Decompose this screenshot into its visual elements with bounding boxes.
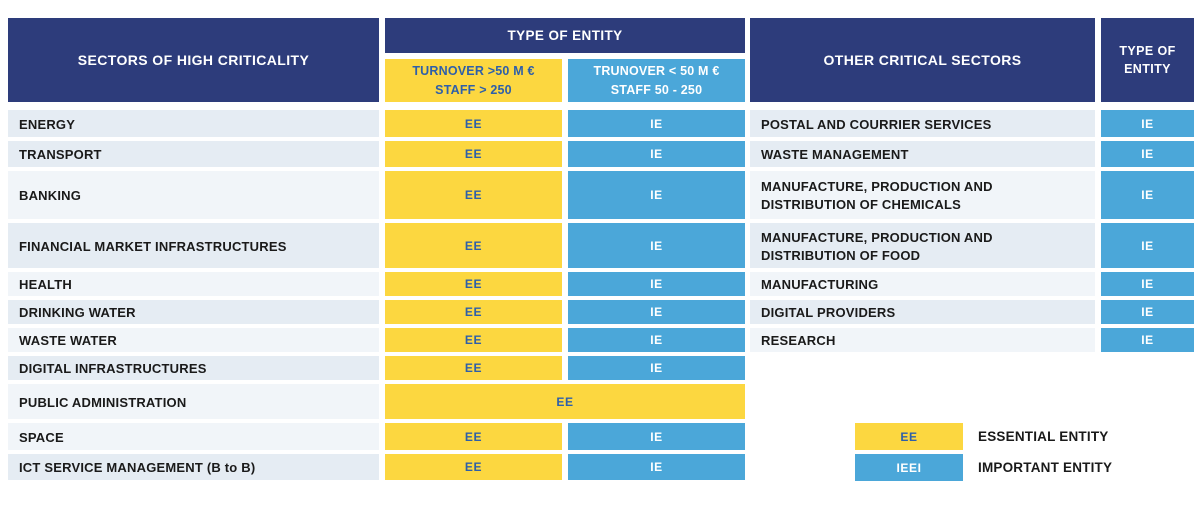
legend-swatch: EE xyxy=(855,423,963,450)
table-row: POSTAL AND COURRIER SERVICES IE xyxy=(750,110,1194,137)
entity-tag: IE xyxy=(568,300,745,324)
entity-tag: EE xyxy=(385,454,562,480)
legend-swatch: IEEI xyxy=(855,454,963,481)
sector-cell: WASTE MANAGEMENT xyxy=(750,141,1095,167)
entity-tag: IE xyxy=(568,356,745,380)
essential-column-line1: TURNOVER >50 M € xyxy=(412,64,535,79)
entity-tag: EE xyxy=(385,423,562,450)
right-table-rows: POSTAL AND COURRIER SERVICES IE WASTE MANA… xyxy=(750,110,1194,352)
right-table-header: OTHER CRITICAL SECTORS TYPE OF ENTITY xyxy=(750,18,1194,102)
right-type-of-entity-line2: ENTITY xyxy=(1124,62,1171,76)
entity-tag: IE xyxy=(568,110,745,137)
sector-cell: POSTAL AND COURRIER SERVICES xyxy=(750,110,1095,137)
entity-tag: IE xyxy=(568,141,745,167)
legend-label: ESSENTIAL ENTITY xyxy=(978,429,1109,444)
entity-tag: EE xyxy=(385,141,562,167)
table-row: DRINKING WATER EE IE xyxy=(8,300,745,324)
table-row: MANUFACTURE, PRODUCTION AND DISTRIBUTION… xyxy=(750,171,1194,219)
high-criticality-table: SECTORS OF HIGH CRITICALITY TYPE OF ENTI… xyxy=(8,18,745,484)
entity-tag: IE xyxy=(568,423,745,450)
sector-cell: DIGITAL INFRASTRUCTURES xyxy=(8,356,379,380)
entity-tag: IE xyxy=(1101,272,1194,296)
entity-tag: IE xyxy=(1101,300,1194,324)
sector-cell: MANUFACTURING xyxy=(750,272,1095,296)
essential-column-header: TURNOVER >50 M € STAFF > 250 xyxy=(385,59,562,102)
table-row: FINANCIAL MARKET INFRASTRUCTURES EE IE xyxy=(8,223,745,268)
sector-cell: SPACE xyxy=(8,423,379,450)
entity-tag: EE xyxy=(385,384,745,419)
right-type-of-entity-header: TYPE OF ENTITY xyxy=(1101,18,1194,102)
legend-label: IMPORTANT ENTITY xyxy=(978,460,1113,475)
sector-cell: HEALTH xyxy=(8,272,379,296)
sector-cell: ICT SERVICE MANAGEMENT (B to B) xyxy=(8,454,379,480)
entity-tag: IE xyxy=(1101,171,1194,219)
legend: EE ESSENTIAL ENTITY IEEI IMPORTANT ENTITY xyxy=(855,423,1112,485)
table-row: PUBLIC ADMINISTRATION EE xyxy=(8,384,745,419)
sector-cell: FINANCIAL MARKET INFRASTRUCTURES xyxy=(8,223,379,268)
table-row: TRANSPORT EE IE xyxy=(8,141,745,167)
important-column-line2: STAFF 50 - 250 xyxy=(610,82,703,97)
type-of-entity-header: TYPE OF ENTITY xyxy=(385,18,745,53)
table-row: SPACE EE IE xyxy=(8,423,745,450)
entity-tag: EE xyxy=(385,328,562,352)
entity-tag: IE xyxy=(568,328,745,352)
entity-tag: EE xyxy=(385,223,562,268)
entity-tag: EE xyxy=(385,272,562,296)
sector-cell: RESEARCH xyxy=(750,328,1095,352)
entity-tag: IE xyxy=(568,454,745,480)
sectors-of-high-criticality-header: SECTORS OF HIGH CRITICALITY xyxy=(8,18,379,102)
table-row: ICT SERVICE MANAGEMENT (B to B) EE IE xyxy=(8,454,745,480)
table-row: MANUFACTURE, PRODUCTION AND DISTRIBUTION… xyxy=(750,223,1194,268)
table-row: WASTE MANAGEMENT IE xyxy=(750,141,1194,167)
right-type-of-entity-line1: TYPE OF xyxy=(1119,43,1176,58)
sector-cell: BANKING xyxy=(8,171,379,219)
left-table-header: SECTORS OF HIGH CRITICALITY TYPE OF ENTI… xyxy=(8,18,745,102)
table-row: MANUFACTURING IE xyxy=(750,272,1194,296)
sector-cell: DRINKING WATER xyxy=(8,300,379,324)
important-column-header: TRUNOVER < 50 M € STAFF 50 - 250 xyxy=(568,59,745,102)
entity-tag: IE xyxy=(1101,141,1194,167)
table-row: DIGITAL PROVIDERS IE xyxy=(750,300,1194,324)
sector-cell: DIGITAL PROVIDERS xyxy=(750,300,1095,324)
legend-item: EE ESSENTIAL ENTITY xyxy=(855,423,1112,450)
sector-cell: WASTE WATER xyxy=(8,328,379,352)
legend-item: IEEI IMPORTANT ENTITY xyxy=(855,454,1112,481)
left-table-rows: ENERGY EE IE TRANSPORT EE IE BANKING EE IE FINANC… xyxy=(8,110,745,480)
table-row: HEALTH EE IE xyxy=(8,272,745,296)
entity-tag: EE xyxy=(385,300,562,324)
other-critical-sectors-table: OTHER CRITICAL SECTORS TYPE OF ENTITY PO… xyxy=(750,18,1194,356)
entity-tag: IE xyxy=(568,171,745,219)
entity-tag: EE xyxy=(385,356,562,380)
essential-column-line2: STAFF > 250 xyxy=(435,82,512,97)
entity-tag: IE xyxy=(1101,223,1194,268)
entity-tag: IE xyxy=(568,223,745,268)
table-row: DIGITAL INFRASTRUCTURES EE IE xyxy=(8,356,745,380)
other-critical-sectors-header: OTHER CRITICAL SECTORS xyxy=(750,18,1095,102)
entity-tag: IE xyxy=(1101,328,1194,352)
entity-tag: EE xyxy=(385,171,562,219)
sector-cell: ENERGY xyxy=(8,110,379,137)
entity-tag: IE xyxy=(1101,110,1194,137)
table-row: ENERGY EE IE xyxy=(8,110,745,137)
table-row: WASTE WATER EE IE xyxy=(8,328,745,352)
important-column-line1: TRUNOVER < 50 M € xyxy=(593,64,720,79)
table-row: BANKING EE IE xyxy=(8,171,745,219)
entity-tag: IE xyxy=(568,272,745,296)
entity-tag: EE xyxy=(385,110,562,137)
sector-cell: MANUFACTURE, PRODUCTION AND DISTRIBUTION… xyxy=(750,171,1095,219)
sector-cell: TRANSPORT xyxy=(8,141,379,167)
table-row: RESEARCH IE xyxy=(750,328,1194,352)
sector-cell: PUBLIC ADMINISTRATION xyxy=(8,384,379,419)
sector-cell: MANUFACTURE, PRODUCTION AND DISTRIBUTION… xyxy=(750,223,1095,268)
